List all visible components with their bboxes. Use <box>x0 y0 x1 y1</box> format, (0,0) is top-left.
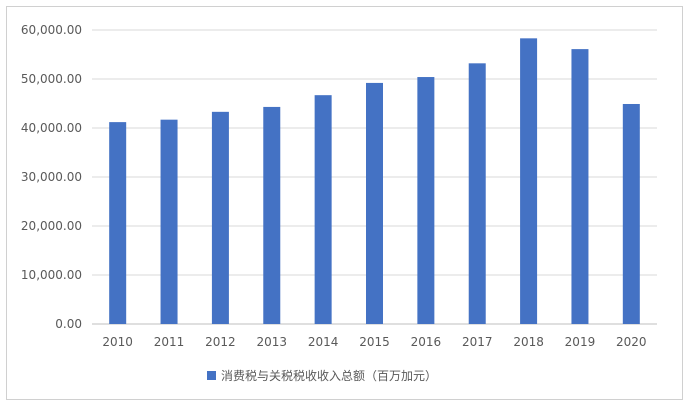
bar-2012 <box>211 111 229 324</box>
x-tick-label: 2011 <box>154 335 185 349</box>
y-tick-label: 10,000.00 <box>21 268 82 282</box>
bars <box>109 38 640 325</box>
x-tick-label: 2014 <box>308 335 339 349</box>
bar-2017 <box>468 63 486 324</box>
y-tick-label: 50,000.00 <box>21 72 82 86</box>
x-tick-label: 2019 <box>565 335 596 349</box>
bar-2018 <box>520 38 538 325</box>
bar-2019 <box>571 49 589 325</box>
y-tick-label: 30,000.00 <box>21 170 82 184</box>
bar-2014 <box>314 95 332 324</box>
x-tick-label: 2016 <box>411 335 442 349</box>
x-tick-label: 2012 <box>205 335 236 349</box>
bar-2010 <box>109 122 127 325</box>
x-axis-ticks: 2010 2011 2012 2013 2014 2015 2016 2017 2018 2019… <box>102 335 646 349</box>
bar-2015 <box>366 82 383 324</box>
legend-swatch <box>207 371 216 380</box>
y-tick-label: 20,000.00 <box>21 219 82 233</box>
bar-2020 <box>622 103 640 325</box>
bar-2013 <box>263 106 281 325</box>
legend: 消费税与关税税收收入总额（百万加元） <box>207 369 437 383</box>
bar-2016 <box>417 77 435 324</box>
y-axis-ticks: 0.00 10,000.00 20,000.00 30,000.00 40,000.00… <box>21 23 82 331</box>
y-tick-label: 0.00 <box>55 317 82 331</box>
x-tick-label: 2018 <box>513 335 544 349</box>
x-tick-label: 2017 <box>462 335 493 349</box>
x-tick-label: 2020 <box>616 335 647 349</box>
y-tick-label: 40,000.00 <box>21 121 82 135</box>
x-tick-label: 2015 <box>359 335 390 349</box>
bar-2011 <box>160 119 178 324</box>
y-tick-label: 60,000.00 <box>21 23 82 37</box>
legend-label: 消费税与关税税收收入总额（百万加元） <box>221 369 437 383</box>
x-tick-label: 2010 <box>102 335 133 349</box>
x-tick-label: 2013 <box>256 335 287 349</box>
